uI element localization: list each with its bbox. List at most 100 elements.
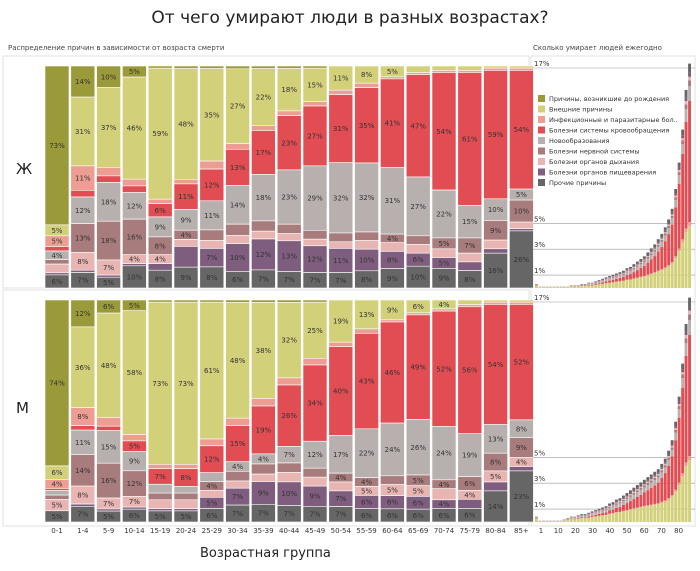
bar-male-45-49-s0 (302, 299, 328, 303)
data-label-male-80-84-s8: 14% (488, 503, 504, 511)
data-label-female-60-64-s4: 31% (385, 197, 401, 205)
x-tick-label-15-19: 15-19 (150, 527, 170, 535)
bar-female-right-22-s8 (611, 274, 615, 277)
bar-female-right-30-s1 (639, 277, 643, 288)
bar-male-right-26-s4 (625, 499, 629, 504)
bar-female-65-69-s2 (405, 72, 431, 76)
bar-male-right-38-s8 (667, 450, 671, 455)
data-label-male-55-59-s6: 5% (361, 487, 372, 495)
bar-male-right-14-s4 (583, 516, 587, 518)
bar-female-right-41-s3 (677, 183, 681, 249)
bar-male-45-49-s5 (302, 467, 328, 478)
data-label-male-60-64-s8: 6% (387, 512, 398, 520)
data-label-female-25-29-s1: 35% (204, 111, 220, 119)
legend-swatch-6 (538, 158, 545, 165)
bar-female-right-32-s6 (646, 256, 650, 258)
bar-male-right-34-s5 (653, 477, 657, 480)
bar-male-right-26-s6 (625, 496, 629, 498)
bar-female-20-24-s8 (173, 266, 199, 289)
bar-male-45-49-s4 (302, 440, 328, 469)
bar-female-right-29-s4 (635, 266, 639, 271)
bar-male-0-1-s4 (44, 490, 70, 496)
bar-male-right-23-s6 (615, 502, 618, 504)
data-label-female-5-9-s0: 10% (101, 73, 117, 81)
bar-male-right-26-s2 (625, 510, 629, 511)
legend-entry-0: Причины, возникшие до рождения (549, 95, 669, 103)
bar-male-55-59-s8 (354, 508, 379, 523)
bar-female-right-6-s1 (555, 287, 559, 288)
bar-male-right-40-s2 (674, 489, 678, 492)
bar-female-right-36-s2 (660, 269, 664, 271)
data-label-female-70-74-s5: 5% (438, 240, 449, 248)
bar-male-right-42-s1 (681, 476, 685, 522)
bar-female-right-20-s1 (604, 283, 608, 288)
bar-female-right-44-s2 (688, 222, 691, 227)
data-label-female-40-44-s1: 18% (281, 86, 297, 94)
bar-male-40-44-s6 (276, 472, 302, 483)
bar-female-45-49-s5 (302, 230, 328, 240)
bar-female-30-34-s1 (225, 68, 250, 145)
bar-male-right-41-s3 (677, 417, 681, 483)
bar-male-right-36-s4 (660, 472, 664, 479)
bar-female-right-20-s4 (604, 279, 608, 282)
bar-male-right-43-s1 (684, 466, 688, 522)
data-label-male-30-34-s1: 48% (230, 357, 246, 365)
x-tick-label-65-69: 65-69 (408, 527, 428, 535)
legend-entry-6: Болезни органов дыхания (549, 158, 639, 166)
bar-female-40-44-s3 (276, 115, 302, 171)
bar-male-15-19-s1 (147, 301, 173, 465)
legend-swatch-7 (538, 168, 545, 176)
bar-male-25-29-s4 (199, 472, 225, 483)
bar-female-35-39-s1 (251, 68, 276, 126)
bar-male-60-64-s8 (380, 508, 405, 523)
right-x-tick-50: 50 (623, 527, 632, 535)
bar-male-40-44-s0 (276, 299, 302, 303)
bar-male-right-29-s2 (635, 507, 639, 509)
bar-female-right-36-s3 (660, 247, 664, 270)
bar-female-right-39-s2 (670, 262, 674, 264)
bar-male-right-20-s7 (604, 507, 608, 509)
bar-male-right-37-s1 (663, 501, 667, 522)
bar-female-right-26-s4 (625, 272, 629, 276)
bar-female-right-19-s3 (601, 282, 604, 284)
bar-female-40-44-s7 (276, 240, 302, 272)
bar-male-right-8-s1 (562, 520, 566, 522)
bar-female-right-9-s1 (566, 287, 570, 288)
data-label-female-5-9-s8: 5% (103, 279, 114, 287)
data-label-male-85+-s8: 23% (514, 493, 530, 501)
bar-female-right-41-s2 (677, 248, 681, 252)
bar-male-right-9-s1 (566, 520, 570, 523)
bar-female-right-19-s4 (601, 280, 604, 283)
bar-female-25-29-s0 (199, 65, 225, 69)
bar-male-right-26-s5 (625, 497, 629, 500)
data-label-female-1-4-s5: 13% (75, 235, 91, 243)
bar-female-right-29-s8 (635, 261, 639, 264)
bar-female-35-39-s4 (251, 174, 276, 222)
data-label-male-75-79-s4: 19% (462, 452, 478, 460)
bar-female-right-3-s1 (545, 287, 549, 289)
bar-male-right-42-s5 (681, 374, 685, 379)
bar-male-right-23-s5 (615, 503, 618, 505)
bar-male-right-33-s7 (649, 477, 653, 480)
bar-female-0-1-s3 (44, 246, 70, 252)
bar-female-10-14-s3 (122, 185, 147, 193)
bar-male-right-28-s6 (632, 491, 636, 493)
bar-male-40-44-s2 (276, 377, 302, 386)
bar-female-right-22-s5 (611, 277, 615, 278)
bar-male-right-13-s3 (580, 517, 584, 519)
bar-male-right-20-s3 (604, 512, 608, 515)
bar-female-right-44-s1 (688, 226, 691, 288)
bar-male-70-74-s2 (431, 308, 457, 312)
bar-female-right-40-s2 (674, 256, 678, 259)
data-label-female-60-64-s8: 9% (387, 275, 398, 283)
bar-male-right-36-s6 (660, 468, 664, 471)
data-label-male-20-24-s1: 73% (178, 380, 194, 388)
bar-female-5-9-s4 (96, 182, 121, 222)
bar-male-65-69-s4 (405, 419, 431, 476)
bar-female-10-14-s1 (122, 76, 147, 180)
x-tick-label-85+: 85+ (514, 527, 529, 535)
bar-female-right-34-s8 (653, 244, 657, 248)
bar-female-45-49-s2 (302, 101, 328, 107)
data-label-female-30-34-s4: 14% (230, 201, 246, 209)
bar-female-right-28-s8 (632, 264, 636, 267)
